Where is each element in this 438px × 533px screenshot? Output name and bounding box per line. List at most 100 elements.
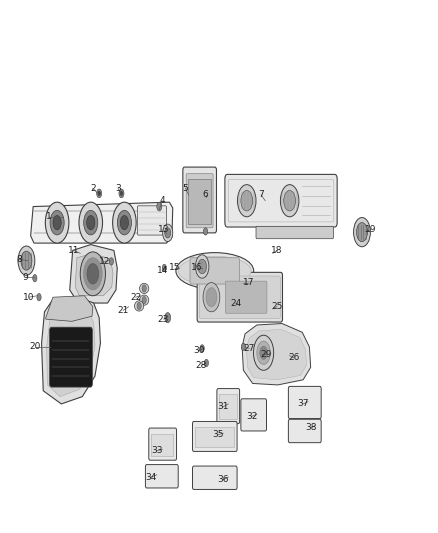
Text: 15: 15 xyxy=(169,263,180,272)
FancyBboxPatch shape xyxy=(183,167,216,233)
FancyBboxPatch shape xyxy=(219,394,237,419)
FancyBboxPatch shape xyxy=(217,389,240,424)
FancyBboxPatch shape xyxy=(193,422,237,451)
Circle shape xyxy=(195,255,209,278)
Text: 35: 35 xyxy=(212,430,224,439)
FancyBboxPatch shape xyxy=(195,427,234,447)
FancyBboxPatch shape xyxy=(151,434,173,456)
Text: 10: 10 xyxy=(23,293,35,302)
Circle shape xyxy=(142,285,146,292)
Circle shape xyxy=(97,189,102,198)
Polygon shape xyxy=(46,306,95,397)
Text: 16: 16 xyxy=(191,263,203,272)
FancyBboxPatch shape xyxy=(225,174,337,227)
Text: 12: 12 xyxy=(99,257,110,266)
Ellipse shape xyxy=(140,295,149,305)
Circle shape xyxy=(79,202,102,243)
Polygon shape xyxy=(246,329,307,380)
Circle shape xyxy=(142,296,146,304)
Circle shape xyxy=(204,359,208,367)
Text: 5: 5 xyxy=(183,184,188,193)
Circle shape xyxy=(33,274,37,282)
Text: 31: 31 xyxy=(217,402,229,411)
Text: 2: 2 xyxy=(90,184,95,193)
Polygon shape xyxy=(46,296,93,321)
Circle shape xyxy=(162,224,173,241)
Circle shape xyxy=(113,202,136,243)
Circle shape xyxy=(237,184,256,217)
FancyBboxPatch shape xyxy=(138,206,166,235)
Text: 17: 17 xyxy=(243,278,254,287)
Circle shape xyxy=(241,343,245,351)
Circle shape xyxy=(109,258,113,265)
Text: 3: 3 xyxy=(115,184,121,193)
Circle shape xyxy=(254,335,274,370)
Circle shape xyxy=(241,190,253,211)
FancyBboxPatch shape xyxy=(197,272,283,322)
Circle shape xyxy=(357,223,367,241)
Text: 13: 13 xyxy=(158,225,169,235)
Circle shape xyxy=(203,228,208,235)
Circle shape xyxy=(84,258,102,290)
Circle shape xyxy=(198,259,206,274)
FancyBboxPatch shape xyxy=(188,179,211,224)
Polygon shape xyxy=(70,245,117,303)
FancyBboxPatch shape xyxy=(193,466,237,489)
Text: 14: 14 xyxy=(156,265,168,274)
Text: 1: 1 xyxy=(46,212,52,221)
Text: 24: 24 xyxy=(230,298,241,308)
Circle shape xyxy=(284,190,296,211)
Circle shape xyxy=(206,288,217,306)
Circle shape xyxy=(117,211,131,235)
Polygon shape xyxy=(75,253,113,296)
Circle shape xyxy=(80,252,106,296)
Circle shape xyxy=(87,264,99,284)
Circle shape xyxy=(353,217,371,247)
FancyBboxPatch shape xyxy=(49,327,92,387)
Circle shape xyxy=(46,202,69,243)
Circle shape xyxy=(165,312,171,323)
FancyBboxPatch shape xyxy=(241,399,266,431)
Circle shape xyxy=(87,215,95,230)
FancyBboxPatch shape xyxy=(225,281,267,313)
FancyBboxPatch shape xyxy=(186,174,213,228)
Circle shape xyxy=(162,264,166,272)
Text: 28: 28 xyxy=(196,361,207,370)
Text: 36: 36 xyxy=(217,475,229,484)
Polygon shape xyxy=(242,324,311,385)
Circle shape xyxy=(119,189,124,198)
Circle shape xyxy=(120,191,123,196)
Text: 11: 11 xyxy=(68,246,80,255)
Text: 6: 6 xyxy=(203,190,208,199)
FancyBboxPatch shape xyxy=(149,428,177,460)
Text: 27: 27 xyxy=(244,344,255,353)
Text: 38: 38 xyxy=(305,423,316,432)
Circle shape xyxy=(157,202,162,211)
Circle shape xyxy=(260,346,267,359)
Circle shape xyxy=(120,215,128,230)
Circle shape xyxy=(203,282,220,312)
Text: 19: 19 xyxy=(364,225,376,235)
Ellipse shape xyxy=(178,256,251,286)
Ellipse shape xyxy=(134,301,144,311)
Text: 22: 22 xyxy=(130,293,141,302)
Circle shape xyxy=(98,191,100,196)
Circle shape xyxy=(37,294,41,301)
Circle shape xyxy=(165,228,171,238)
Text: 20: 20 xyxy=(29,342,41,351)
Circle shape xyxy=(137,302,141,310)
Text: 4: 4 xyxy=(159,196,165,205)
Text: 26: 26 xyxy=(288,353,300,362)
Text: 23: 23 xyxy=(158,314,169,324)
Circle shape xyxy=(257,341,270,365)
Text: 32: 32 xyxy=(246,412,258,421)
Text: 37: 37 xyxy=(297,399,309,408)
FancyBboxPatch shape xyxy=(199,276,280,318)
Text: 34: 34 xyxy=(145,473,156,481)
Polygon shape xyxy=(31,202,173,243)
Circle shape xyxy=(18,246,35,275)
FancyBboxPatch shape xyxy=(288,419,321,443)
Text: 18: 18 xyxy=(271,246,283,255)
Ellipse shape xyxy=(140,284,149,294)
Circle shape xyxy=(200,345,204,352)
